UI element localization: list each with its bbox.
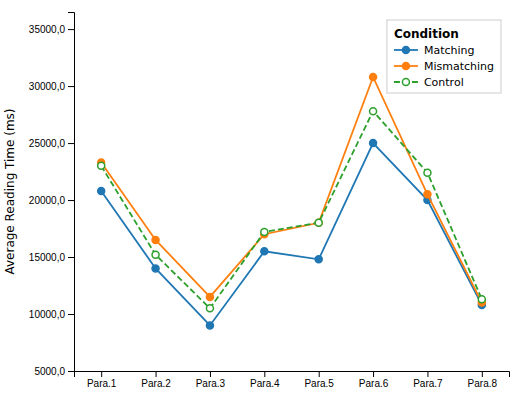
x-tick-mark — [210, 371, 211, 377]
x-tick: Para.2 — [141, 371, 171, 389]
y-tick-label: 10000,0 — [29, 309, 66, 320]
y-tick: 10000,0 — [29, 309, 74, 320]
y-tick-label: 20000,0 — [29, 195, 66, 206]
x-tick: Para.7 — [413, 371, 443, 389]
series — [98, 108, 486, 312]
x-tick: Para.1 — [87, 371, 117, 389]
y-tick-mark — [68, 257, 74, 258]
x-tick-label: Para.7 — [413, 378, 443, 389]
point — [424, 191, 431, 198]
x-tick-label: Para.4 — [250, 378, 280, 389]
x-tick-mark — [319, 371, 320, 377]
point — [315, 256, 322, 263]
x-tick: Para.6 — [359, 371, 389, 389]
x-tick-label: Para.8 — [468, 378, 498, 389]
legend-marker — [402, 79, 409, 86]
y-tick: 15000,0 — [29, 252, 74, 263]
legend-label: Matching — [424, 44, 475, 57]
y-tick-label: 30000,0 — [29, 81, 66, 92]
y-tick-label: 35000,0 — [29, 24, 66, 35]
point — [370, 140, 377, 147]
x-tick-mark — [264, 371, 265, 377]
y-tick-mark — [68, 86, 74, 87]
legend-title: Condition — [394, 27, 459, 41]
point — [478, 296, 485, 303]
plot-area: Para.1 Para.2 Para.3 Para.4 Para.5 Para.6 Para… — [3, 13, 510, 390]
axis-line — [68, 13, 75, 372]
y-tick: 20000,0 — [29, 195, 74, 206]
line — [101, 111, 482, 308]
point — [315, 219, 322, 226]
y-tick-label: 5000,0 — [34, 366, 65, 377]
axis-line — [75, 372, 510, 378]
x-tick: Para.4 — [250, 371, 280, 389]
x-tick-mark — [427, 371, 428, 377]
x-tick-mark — [373, 371, 374, 377]
point — [152, 236, 159, 243]
point — [98, 162, 105, 169]
line — [101, 143, 482, 325]
point — [206, 293, 213, 300]
y-tick-label: 25000,0 — [29, 138, 66, 149]
y-tick-mark — [68, 29, 74, 30]
point — [315, 219, 322, 226]
x-axis: Para.1 Para.2 Para.3 Para.4 Para.5 Para.6 Para… — [75, 371, 510, 389]
y-tick-mark — [68, 143, 74, 144]
series — [98, 73, 486, 306]
legend-box — [387, 20, 501, 93]
point — [98, 187, 105, 194]
point — [370, 73, 377, 80]
x-tick: Para.3 — [196, 371, 226, 389]
y-tick: 30000,0 — [29, 81, 74, 92]
series — [98, 140, 486, 329]
legend-marker — [402, 47, 409, 54]
point — [261, 228, 268, 235]
legend-item: Mismatching — [394, 60, 494, 73]
legend-marker — [402, 63, 409, 70]
y-tick: 5000,0 — [34, 366, 74, 377]
y-tick-label: 15000,0 — [29, 252, 66, 263]
x-tick-mark — [101, 371, 102, 377]
x-tick-label: Para.1 — [87, 378, 117, 389]
x-tick-mark — [482, 371, 483, 377]
x-tick: Para.8 — [468, 371, 498, 389]
x-tick: Para.5 — [304, 371, 334, 389]
point — [206, 305, 213, 312]
chart: Para.1 Para.2 Para.3 Para.4 Para.5 Para.6 Para… — [0, 0, 523, 401]
legend-label: Mismatching — [424, 60, 494, 73]
x-tick-label: Para.6 — [359, 378, 389, 389]
point — [261, 248, 268, 255]
series-group — [98, 73, 486, 328]
y-axis: 5000,0 10000,0 15000,0 20000,0 25000,0 30000,… — [29, 13, 75, 377]
point — [152, 251, 159, 258]
point — [424, 169, 431, 176]
point — [370, 108, 377, 115]
y-tick: 25000,0 — [29, 138, 74, 149]
point — [206, 322, 213, 329]
legend: Condition Matching Mismatching Control — [387, 20, 501, 93]
x-tick-label: Para.3 — [196, 378, 226, 389]
y-tick-mark — [68, 371, 74, 372]
x-tick-mark — [156, 371, 157, 377]
y-tick: 35000,0 — [29, 24, 74, 35]
legend-item: Matching — [394, 44, 475, 57]
x-tick-label: Para.5 — [304, 378, 334, 389]
y-tick-mark — [68, 314, 74, 315]
x-tick-label: Para.2 — [141, 378, 171, 389]
legend-label: Control — [424, 76, 464, 89]
line — [101, 77, 482, 303]
y-axis-title: Average Reading Time (ms) — [3, 108, 17, 274]
point — [152, 265, 159, 272]
y-tick-mark — [68, 200, 74, 201]
legend-item: Control — [394, 76, 464, 89]
